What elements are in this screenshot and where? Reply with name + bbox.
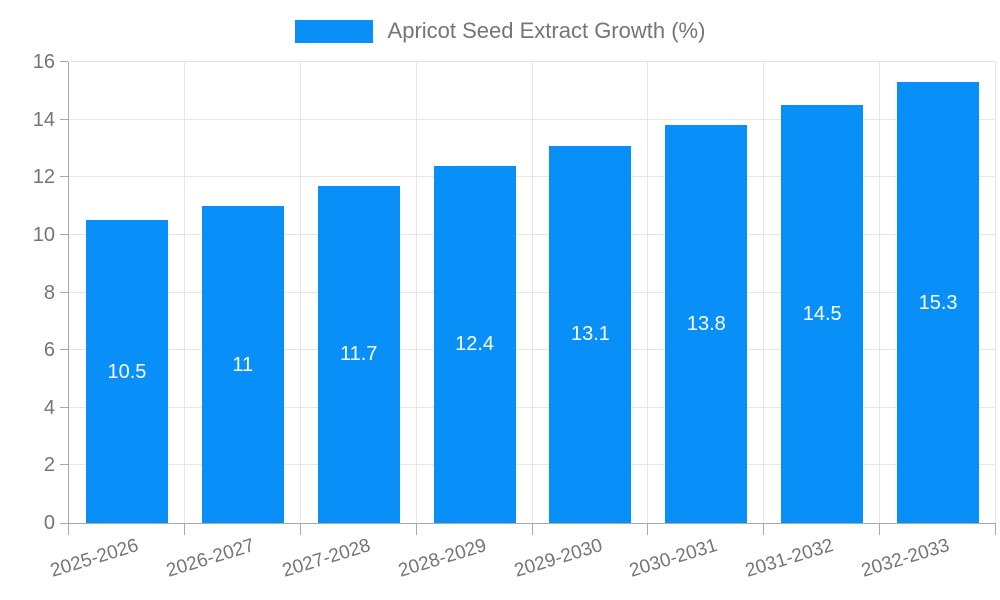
y-tick-label: 2 [43, 454, 55, 477]
x-tick-label: 2026-2027 [163, 535, 257, 582]
x-axis-tick [183, 524, 185, 535]
legend: Apricot Seed Extract Growth (%) [0, 17, 1000, 45]
bar: 12.4 [433, 165, 516, 523]
x-tick-label: 2027-2028 [279, 535, 373, 582]
y-axis-tick [60, 291, 68, 293]
x-axis-tick [879, 524, 881, 535]
legend-swatch-icon [294, 19, 373, 43]
gridline-v [647, 62, 649, 523]
gridline-h [69, 349, 996, 351]
gridline-h [69, 464, 996, 466]
y-tick-label: 16 [32, 51, 55, 73]
gridline-v [995, 62, 996, 523]
x-axis-tick [68, 524, 69, 535]
y-tick-label: 14 [32, 108, 55, 131]
y-tick-label: 0 [43, 512, 55, 534]
bar: 13.1 [549, 145, 632, 523]
bar-value-label: 13.8 [686, 313, 726, 336]
gridline-v [183, 62, 185, 523]
plot-area: 10.5 11 11.7 12.4 13.1 13.8 14.5 15.3 [68, 61, 996, 524]
x-tick-label: 2032-2033 [859, 535, 953, 582]
y-tick-label: 6 [43, 339, 55, 362]
bar: 15.3 [897, 82, 980, 523]
x-tick-label: 2030-2031 [627, 535, 721, 582]
y-tick-label: 10 [32, 223, 55, 246]
y-axis-tick [60, 233, 68, 235]
legend-item[interactable]: Apricot Seed Extract Growth (%) [294, 17, 706, 45]
bar: 11.7 [317, 185, 400, 523]
gridline-v [879, 62, 881, 523]
y-tick-label: 4 [43, 396, 55, 419]
y-tick-label: 12 [32, 166, 55, 189]
x-axis-tick [647, 524, 649, 535]
y-axis-tick [60, 464, 68, 466]
legend-label: Apricot Seed Extract Growth (%) [387, 18, 706, 43]
bar-value-label: 11.7 [339, 343, 378, 366]
bar-value-label: 10.5 [107, 360, 147, 383]
y-axis-tick [60, 118, 68, 120]
bar-value-label: 12.4 [455, 333, 495, 356]
x-axis-tick [299, 524, 301, 535]
y-axis-tick [60, 61, 68, 62]
x-tick-label: 2025-2026 [48, 535, 142, 582]
gridline-h [69, 118, 996, 120]
x-axis-tick [763, 524, 765, 535]
bar: 11 [201, 206, 284, 523]
gridline-h [69, 233, 996, 235]
x-axis-tick [531, 524, 533, 535]
gridline-v [299, 62, 301, 523]
x-tick-label: 2031-2032 [743, 535, 837, 582]
gridline-h [69, 291, 996, 293]
gridline-h [69, 176, 996, 178]
gridline-v [531, 62, 533, 523]
x-tick-label: 2028-2029 [395, 535, 489, 582]
gridline-v [415, 62, 417, 523]
y-axis-tick [60, 349, 68, 351]
y-tick-label: 8 [43, 281, 55, 304]
gridline-h [69, 406, 996, 408]
bar-value-label: 13.1 [570, 323, 610, 346]
bar: 10.5 [85, 220, 168, 523]
bar: 13.8 [665, 125, 748, 523]
y-axis-tick [60, 406, 68, 408]
gridline-h [69, 61, 996, 62]
x-axis-tick [995, 524, 996, 535]
bar-value-label: 11 [232, 353, 254, 376]
bar-value-label: 15.3 [918, 291, 958, 314]
y-axis-tick [60, 523, 68, 524]
y-axis-tick [60, 176, 68, 178]
bar: 14.5 [781, 105, 864, 523]
x-axis-tick [415, 524, 417, 535]
gridline-v [763, 62, 765, 523]
x-tick-label: 2029-2030 [511, 535, 605, 582]
bar-value-label: 14.5 [802, 303, 842, 326]
